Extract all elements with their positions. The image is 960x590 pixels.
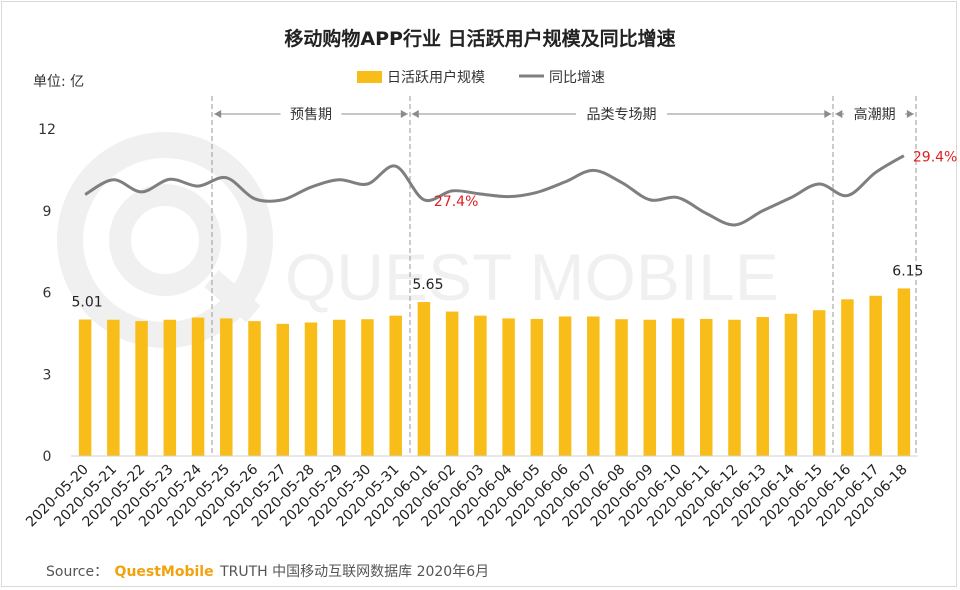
bar-2020-06-18 [897, 288, 911, 456]
data-labels: 5.01 5.65 6.15 27.4% 29.4% [72, 150, 958, 311]
x-axis: 2020-05-202020-05-212020-05-222020-05-23… [23, 455, 918, 530]
y-axis: 0 3 6 9 12 [38, 122, 56, 465]
legend-line-label: 同比增速 [549, 70, 605, 86]
bar-2020-05-29 [332, 319, 346, 456]
y-tick-label: 9 [43, 204, 52, 220]
y-tick-label: 3 [43, 367, 52, 383]
phase-annotations: 预售期 品类专场期 高潮期 [211, 96, 917, 456]
phase-arrowhead-right [400, 110, 408, 118]
phase-arrowhead-right [906, 110, 914, 118]
phase-arrowhead-left [214, 110, 222, 118]
watermark-text: QUEST MOBILE [285, 240, 779, 314]
growth-pct-label: 27.4% [434, 194, 478, 210]
y-tick-label: 6 [43, 286, 52, 302]
bar-value-label: 5.01 [72, 294, 103, 310]
chart-title: 移动购物APP行业 日活跃用户规模及同比增速 [284, 27, 675, 50]
bar-2020-06-06 [558, 316, 572, 456]
bar-2020-06-01 [417, 302, 431, 456]
bar-2020-05-22 [135, 321, 148, 456]
bar-2020-06-15 [812, 310, 826, 456]
phase-arrowhead-right [824, 110, 832, 118]
bar-2020-05-27 [276, 323, 289, 456]
bar-value-label: 5.65 [412, 277, 443, 293]
phase-arrowhead-left [411, 110, 419, 118]
bar-2020-06-17 [869, 295, 882, 456]
bar-2020-05-20 [78, 319, 92, 456]
bar-2020-06-05 [530, 318, 544, 456]
source-prefix: Source： [46, 564, 109, 580]
bar-series [78, 288, 911, 456]
legend-bar-swatch [357, 71, 382, 83]
phase-arrowhead-left [835, 110, 843, 118]
bar-2020-06-03 [474, 315, 487, 456]
bar-2020-06-07 [587, 316, 600, 456]
bar-2020-05-24 [191, 317, 205, 456]
source-rest: TRUTH 中国移动互联网数据库 2020年6月 [220, 564, 490, 580]
phase-label: 品类专场期 [587, 107, 657, 123]
growth-line-series [84, 154, 905, 227]
bar-2020-05-21 [107, 319, 120, 456]
y-tick-label: 0 [43, 449, 52, 465]
source-brand: QuestMobile [114, 564, 214, 580]
bar-2020-05-30 [361, 319, 374, 456]
bar-value-label: 6.15 [892, 263, 923, 279]
bar-2020-06-02 [445, 311, 459, 456]
phase-label: 预售期 [290, 107, 332, 123]
bar-2020-06-13 [756, 317, 769, 456]
source-note: Source： QuestMobile TRUTH 中国移动互联网数据库 202… [46, 561, 489, 581]
legend-bar-label: 日活跃用户规模 [387, 69, 485, 86]
bar-2020-06-14 [784, 313, 798, 456]
unit-label: 单位: 亿 [33, 74, 84, 90]
bar-2020-05-26 [248, 321, 261, 456]
bar-2020-06-10 [671, 318, 685, 456]
growth-pct-label: 29.4% [913, 150, 957, 166]
bar-2020-06-04 [502, 318, 515, 456]
bar-2020-06-09 [643, 319, 657, 456]
bar-2020-06-08 [615, 319, 628, 456]
bar-2020-05-31 [389, 315, 402, 456]
bar-2020-05-23 [163, 319, 177, 456]
bar-2020-05-28 [304, 322, 318, 456]
bar-2020-06-12 [728, 319, 741, 456]
bar-2020-05-25 [220, 318, 233, 456]
bar-2020-06-16 [841, 299, 854, 456]
growth-line [84, 154, 905, 227]
phase-label: 高潮期 [854, 106, 896, 123]
y-tick-label: 12 [38, 122, 56, 138]
legend: 日活跃用户规模 同比增速 [357, 69, 605, 86]
bar-2020-06-11 [700, 318, 713, 456]
